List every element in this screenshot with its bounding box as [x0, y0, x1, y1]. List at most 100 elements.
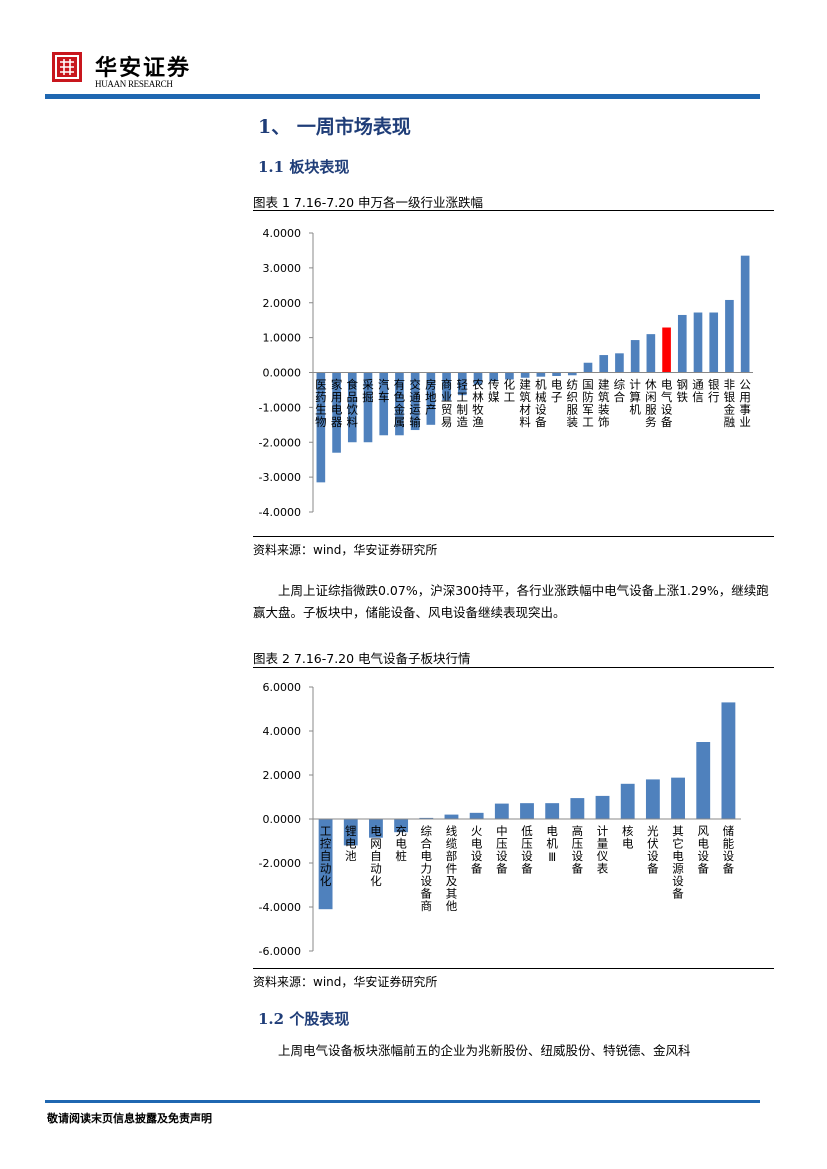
- bar: [645, 779, 660, 819]
- electrical-subsector-chart: 6.0000 4.0000 2.0000 0.0000 -2.0000 -4.0000 -6…: [259, 681, 741, 958]
- bar: [520, 803, 534, 819]
- y-tick-label: -2.0000: [259, 436, 301, 449]
- body-paragraph: 上周电气设备板块涨幅前五的企业为兆新股份、纽威股份、特锐德、金风科: [278, 1043, 691, 1058]
- bar: [545, 803, 560, 819]
- bar: [615, 353, 624, 373]
- bar: [343, 819, 358, 846]
- x-category-label: 纺织服装: [565, 378, 579, 429]
- figure2-caption: 图表 2 7.16-7.20 电气设备子板块行情: [253, 651, 471, 666]
- subsection-heading: 1.2 个股表现: [258, 1010, 350, 1028]
- x-category-label: 电机Ⅲ: [545, 825, 559, 865]
- x-category-label: 计算机: [628, 379, 642, 417]
- bar: [583, 362, 593, 373]
- x-category-label: 传媒: [487, 378, 501, 404]
- x-category-label: 医药生物: [314, 379, 328, 429]
- bar: [426, 372, 436, 425]
- x-category-label: 银行: [707, 378, 721, 404]
- figure1-source: 资料来源：wind，华安证券研究所: [253, 543, 438, 557]
- bar: [662, 327, 671, 373]
- y-tick-label: -1.0000: [259, 401, 301, 414]
- y-tick-label: 2.0000: [263, 297, 302, 310]
- bar: [520, 372, 530, 378]
- figure1-bottom-rule: [253, 536, 774, 537]
- bar: [599, 355, 609, 373]
- y-tick-label: 0.0000: [263, 813, 302, 826]
- bar: [318, 819, 333, 910]
- x-category-label: 光伏设备: [646, 824, 660, 875]
- x-category-label: 房地产: [424, 379, 438, 417]
- x-category-label: 电气设备: [660, 379, 674, 429]
- bar: [494, 803, 509, 819]
- bar: [677, 314, 687, 373]
- bar: [442, 372, 451, 401]
- x-category-label: 储能设备: [721, 824, 735, 875]
- bar: [379, 372, 389, 436]
- bar: [693, 312, 703, 373]
- x-category-label: 综合: [612, 378, 626, 404]
- y-tick-label: 0.0000: [263, 367, 302, 380]
- bar: [457, 372, 467, 396]
- figure1-caption: 图表 1 7.16-7.20 申万各一级行业涨跌幅: [253, 195, 484, 210]
- y-tick-label: 4.0000: [263, 227, 302, 240]
- x-category-label: 计量仪表: [596, 825, 610, 875]
- figure2-source: 资料来源：wind，华安证券研究所: [253, 975, 438, 989]
- x-category-label: 其它电源设备: [671, 825, 685, 900]
- x-category-label: 充电桩: [394, 824, 408, 862]
- x-category-label: 化工: [502, 378, 516, 404]
- x-category-label: 家用电器: [330, 378, 344, 429]
- bar: [646, 334, 656, 373]
- y-tick-label: 4.0000: [263, 725, 302, 738]
- x-category-label: 核电: [621, 824, 635, 850]
- bar: [595, 795, 610, 819]
- x-category-label: 农林牧渔: [471, 378, 485, 429]
- x-category-label: 锂电池: [344, 824, 358, 862]
- bar: [570, 798, 585, 819]
- bar: [567, 372, 577, 376]
- bar: [696, 742, 711, 819]
- bar: [552, 372, 561, 376]
- x-category-label: 电子: [550, 379, 564, 404]
- y-tick-label: -4.0000: [259, 506, 301, 519]
- x-category-label: 国防军工: [581, 379, 595, 429]
- industry-returns-chart: 4.0000 3.0000 2.0000 1.0000 0.0000 -1.0000 -2.…: [259, 227, 753, 519]
- x-category-label: 中压设备: [495, 825, 509, 875]
- x-category-label: 休闲服务: [644, 379, 658, 429]
- x-category-label: 建筑材料: [518, 378, 532, 429]
- figure1-top-rule: [253, 210, 774, 211]
- x-category-label: 电网自动化: [369, 825, 383, 888]
- bar: [419, 817, 434, 819]
- y-tick-label: 3.0000: [263, 262, 302, 275]
- x-category-label: 汽车: [377, 378, 391, 404]
- x-category-label: 交通运输: [408, 378, 422, 429]
- y-tick-label: -2.0000: [259, 857, 301, 870]
- x-category-label: 综合电力设备商: [419, 824, 433, 912]
- y-tick-label: 6.0000: [263, 681, 302, 694]
- x-category-label: 商业贸易: [440, 378, 454, 429]
- bar: [369, 819, 383, 838]
- bar: [394, 819, 409, 833]
- bar: [709, 312, 719, 373]
- header-divider: [45, 94, 760, 99]
- bar: [740, 255, 750, 373]
- bar: [363, 372, 373, 443]
- x-category-label: 线缆部件及其他: [444, 824, 458, 912]
- x-category-label: 建筑装饰: [597, 378, 611, 429]
- footer-divider: [45, 1100, 760, 1103]
- bar: [469, 812, 484, 819]
- x-category-label: 有色金属: [392, 378, 406, 429]
- x-category-label: 通信: [691, 379, 705, 404]
- bar: [473, 372, 483, 385]
- bar: [395, 372, 404, 436]
- x-category-label: 食品饮料: [345, 378, 359, 429]
- brand-name-cn: 华安证券: [95, 55, 192, 81]
- bar: [721, 702, 736, 819]
- bar: [620, 783, 635, 819]
- bar: [536, 372, 546, 377]
- x-category-label: 采掘: [361, 379, 375, 404]
- bar: [489, 372, 499, 382]
- y-tick-label: 2.0000: [263, 769, 302, 782]
- brand-name-en: HUAAN RESEARCH: [95, 79, 173, 89]
- y-tick-label: -4.0000: [259, 901, 301, 914]
- bar: [410, 372, 420, 431]
